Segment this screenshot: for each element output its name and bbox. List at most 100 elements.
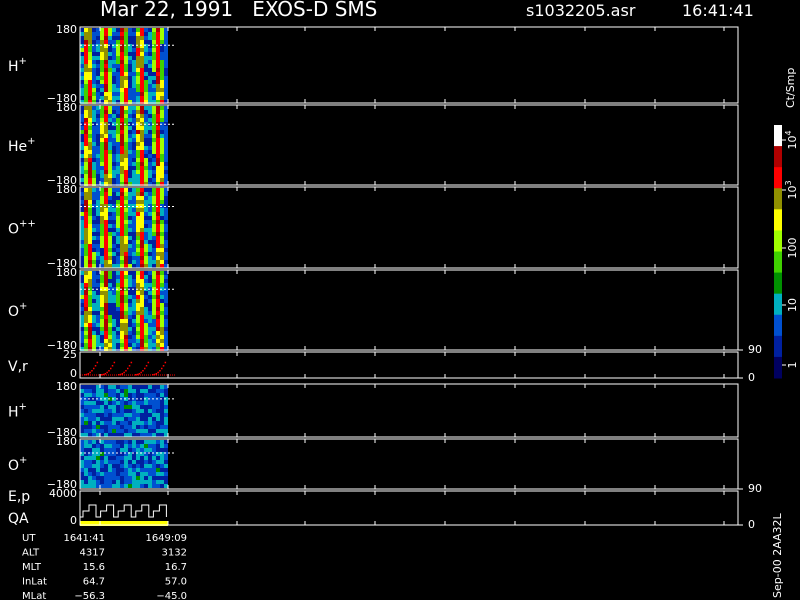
spectrogram-cell — [128, 224, 132, 228]
spectrogram-cell — [164, 256, 168, 260]
spectrogram-cell — [144, 385, 148, 389]
velocity-dot — [111, 365, 114, 367]
spectrogram-cell — [140, 134, 144, 138]
spectrogram-cell — [88, 52, 92, 56]
spectrogram-cell — [96, 196, 100, 200]
spectrogram-cell — [156, 106, 160, 110]
spectrogram-cell — [108, 393, 112, 397]
spectrogram-cell — [132, 279, 136, 283]
spectrogram-cell — [152, 429, 156, 433]
spectrogram-cell — [100, 299, 104, 303]
spectrogram-cell — [148, 48, 152, 52]
spectrogram-cell — [92, 385, 96, 389]
spectrogram-cell — [112, 110, 116, 114]
spectrogram-cell — [104, 452, 108, 456]
spectrogram-cell — [120, 311, 124, 315]
spectrogram-cell — [120, 52, 124, 56]
spectrogram-cell — [160, 208, 164, 212]
spectrogram-cell — [128, 192, 132, 196]
footer-cell: MLat — [22, 591, 46, 600]
spectrogram-cell — [120, 339, 124, 343]
spectrogram-cell — [100, 456, 104, 460]
spectrogram-cell — [80, 150, 84, 154]
spectrogram-cell — [136, 484, 140, 488]
velocity-dot — [123, 371, 125, 374]
spectrogram-cell — [152, 106, 156, 110]
spectrogram-cell — [92, 36, 96, 40]
spectrogram-cell — [124, 472, 128, 476]
spectrogram-cell — [144, 291, 148, 295]
spectrogram-cell — [164, 275, 168, 279]
spectrogram-cell — [112, 118, 116, 122]
spectrogram-cell — [124, 56, 128, 60]
spectrogram-cell — [96, 421, 100, 425]
spectrogram-cell — [112, 92, 116, 96]
spectrogram-cell — [116, 291, 120, 295]
spectrogram-cell — [156, 28, 160, 32]
spectrogram-cell — [80, 303, 84, 307]
spectrogram-cell — [92, 68, 96, 72]
spectrogram-cell — [128, 154, 132, 158]
spectrogram-cell — [132, 393, 136, 397]
panel-label: E,p — [8, 489, 30, 505]
spectrogram-cell — [124, 417, 128, 421]
spectrogram-cell — [112, 444, 116, 448]
spectrogram-cell — [128, 166, 132, 170]
spectrogram-cell — [140, 315, 144, 319]
spectrogram-cell — [116, 484, 120, 488]
spectrogram-cell — [104, 271, 108, 275]
spectrogram-cell — [104, 339, 108, 343]
spectrogram-cell — [152, 291, 156, 295]
spectrogram-cell — [92, 44, 96, 48]
spectrogram-cell — [128, 393, 132, 397]
spectrogram-cell — [100, 315, 104, 319]
spectrogram-cell — [104, 216, 108, 220]
spectrogram-cell — [100, 295, 104, 299]
spectrogram-cell — [152, 303, 156, 307]
spectrogram-cell — [164, 413, 168, 417]
spectrogram-cell — [164, 130, 168, 134]
spectrogram-cell — [160, 311, 164, 315]
spectrogram-cell — [152, 188, 156, 192]
footer-cell: −56.3 — [74, 591, 105, 600]
spectrogram-cell — [112, 244, 116, 248]
spectrogram-cell — [120, 166, 124, 170]
spectrogram-cell — [128, 389, 132, 393]
spectrogram-cell — [80, 216, 84, 220]
spectrogram-cell — [164, 220, 168, 224]
spectrogram-cell — [100, 88, 104, 92]
spectrogram-cell — [152, 196, 156, 200]
spectrogram-cell — [136, 389, 140, 393]
spectrogram-cell — [88, 279, 92, 283]
spectrogram-cell — [84, 146, 88, 150]
spectrogram-cell — [160, 291, 164, 295]
spectrogram-cell — [116, 295, 120, 299]
spectrogram-cell — [108, 409, 112, 413]
spectrogram-cell — [88, 315, 92, 319]
spectrogram-cell — [156, 452, 160, 456]
colorbar-cell — [774, 153, 782, 161]
spectrogram-cell — [152, 448, 156, 452]
spectrogram-cell — [104, 150, 108, 154]
spectrogram-cell — [132, 319, 136, 323]
spectrogram-cell — [84, 114, 88, 118]
spectrogram-cell — [132, 433, 136, 437]
spectrogram-cell — [88, 476, 92, 480]
spectrogram-cell — [96, 303, 100, 307]
spectrogram-cell — [140, 138, 144, 142]
spectrogram-cell — [148, 291, 152, 295]
spectrogram-cell — [108, 331, 112, 335]
spectrogram-cell — [100, 347, 104, 351]
spectrogram-cell — [88, 425, 92, 429]
spectrogram-cell — [120, 134, 124, 138]
spectrogram-cell — [96, 315, 100, 319]
spectrogram-cell — [124, 60, 128, 64]
spectrogram-cell — [80, 409, 84, 413]
spectrogram-cell — [92, 456, 96, 460]
spectrogram-cell — [148, 244, 152, 248]
spectrogram-cell — [132, 232, 136, 236]
spectrogram-cell — [140, 456, 144, 460]
spectrogram-cell — [164, 472, 168, 476]
spectrogram-cell — [160, 174, 164, 178]
spectrogram-cell — [136, 264, 140, 268]
